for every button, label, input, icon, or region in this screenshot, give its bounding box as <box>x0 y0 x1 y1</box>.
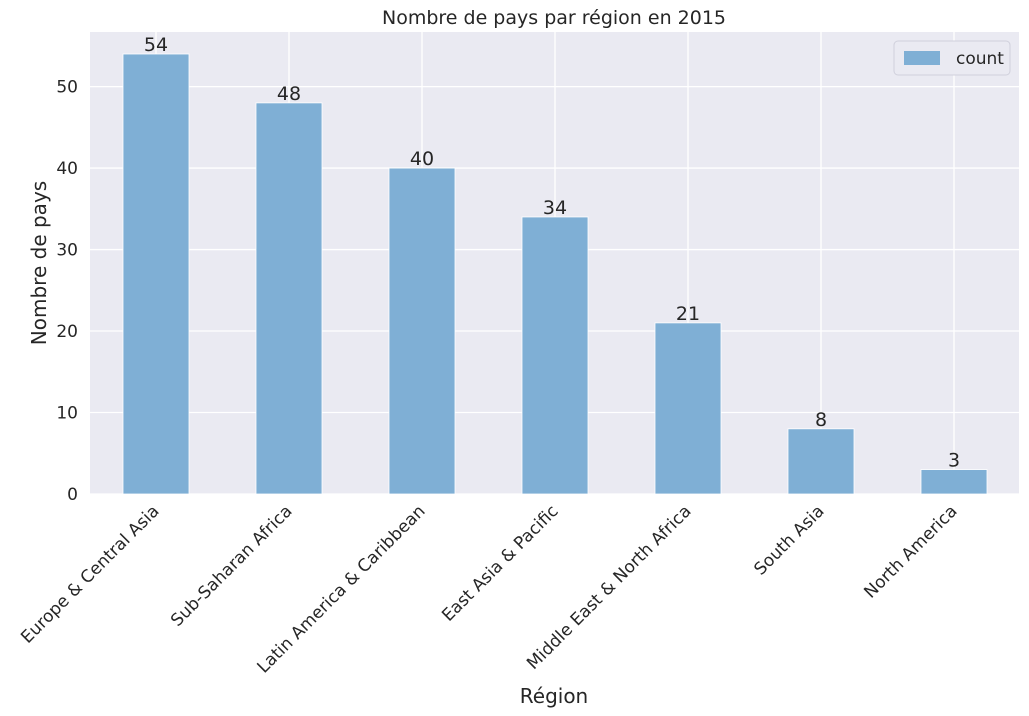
legend-box <box>893 40 1011 76</box>
bar <box>388 167 456 495</box>
x-tick-label: East Asia & Pacific <box>438 501 562 625</box>
data-label: 21 <box>676 303 700 325</box>
bar <box>122 53 190 495</box>
data-label: 54 <box>144 34 168 56</box>
data-label: 40 <box>410 148 434 170</box>
bar <box>521 216 589 495</box>
x-axis-label: Région <box>520 684 588 708</box>
x-tick-label: Europe & Central Asia <box>17 501 163 647</box>
y-axis-label: Nombre de pays <box>27 181 51 345</box>
data-labels: 54 48 40 34 21 8 3 <box>144 34 960 472</box>
chart-title: Nombre de pays par région en 2015 <box>382 7 726 29</box>
x-tick-labels: Europe & Central Asia Sub-Saharan AfricaL… <box>17 501 961 677</box>
y-tick-label: 20 <box>56 322 78 342</box>
y-tick-label: 40 <box>56 159 78 179</box>
y-tick-label: 50 <box>56 78 78 98</box>
y-tick-labels: 0 10 20 30 40 50 <box>56 78 78 505</box>
bars <box>122 53 988 495</box>
data-label: 3 <box>948 450 960 472</box>
bar <box>787 428 855 495</box>
bar <box>255 102 323 495</box>
x-tick-label: North America <box>860 501 961 602</box>
legend: count <box>893 40 1011 76</box>
x-tick-label: Sub-Saharan Africa <box>167 501 296 630</box>
y-tick-label: 0 <box>67 485 78 505</box>
x-tick-label: South Asia <box>750 501 828 579</box>
data-label: 8 <box>815 409 827 431</box>
legend-label: count <box>956 49 1004 69</box>
bar <box>920 469 988 495</box>
bar <box>654 322 722 495</box>
y-tick-label: 30 <box>56 241 78 261</box>
legend-swatch <box>904 51 940 65</box>
data-label: 34 <box>543 197 567 219</box>
data-label: 48 <box>277 83 301 105</box>
y-tick-label: 10 <box>56 404 78 424</box>
